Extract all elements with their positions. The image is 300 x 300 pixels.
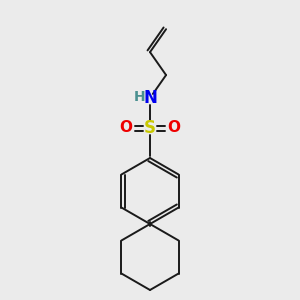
Text: H: H: [134, 90, 146, 104]
Text: S: S: [144, 119, 156, 137]
Text: O: O: [167, 121, 181, 136]
Text: N: N: [143, 89, 157, 107]
Text: O: O: [119, 121, 133, 136]
